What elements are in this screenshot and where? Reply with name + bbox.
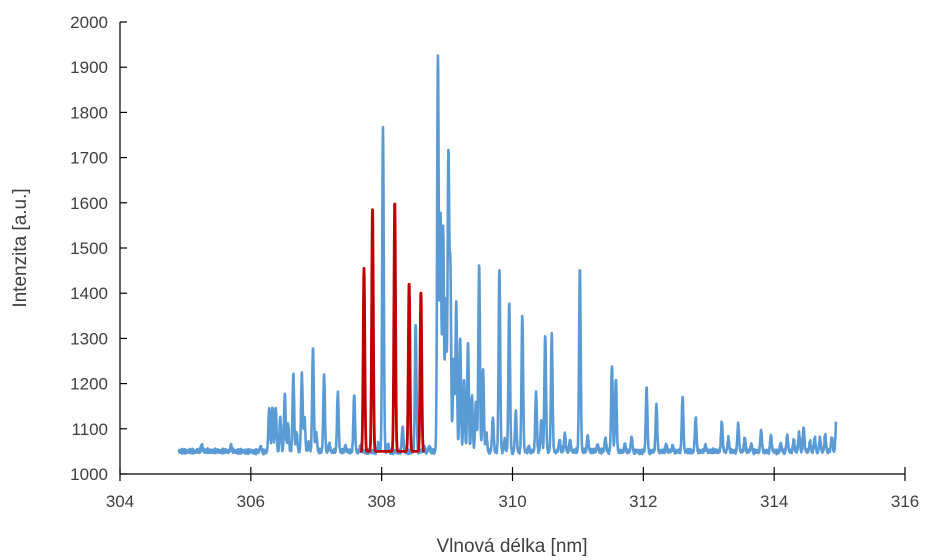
y-axis-ticks: 1000 1100 1200 1300 1400 1500 1600 1700 1800 1900…: [70, 13, 127, 484]
y-tick-label: 2000: [70, 13, 108, 32]
x-tick-label: 304: [106, 492, 134, 511]
y-axis-title: Intenzita [a.u.]: [10, 188, 31, 307]
x-tick-label: 306: [237, 492, 265, 511]
y-tick-label: 1600: [70, 194, 108, 213]
x-tick-label: 310: [498, 492, 526, 511]
x-axis-ticks: 304 306 308 310 312 314 316: [106, 467, 919, 511]
y-tick-label: 1900: [70, 58, 108, 77]
y-tick-label: 1700: [70, 149, 108, 168]
y-tick-label: 1500: [70, 239, 108, 258]
y-tick-label: 1800: [70, 103, 108, 122]
x-axis-title: Vlnová délka [nm]: [436, 536, 587, 557]
plot-series: [177, 54, 838, 456]
y-tick-label: 1200: [70, 375, 108, 394]
x-tick-label: 308: [367, 492, 395, 511]
spectrum-line-blue: [177, 54, 838, 456]
y-tick-label: 1400: [70, 284, 108, 303]
x-tick-label: 312: [629, 492, 657, 511]
spectrum-line-red: [358, 202, 426, 453]
y-tick-label: 1000: [70, 465, 108, 484]
y-tick-label: 1100: [71, 420, 108, 439]
x-tick-label: 316: [891, 492, 919, 511]
y-tick-label: 1300: [70, 329, 108, 348]
x-tick-label: 314: [760, 492, 788, 511]
